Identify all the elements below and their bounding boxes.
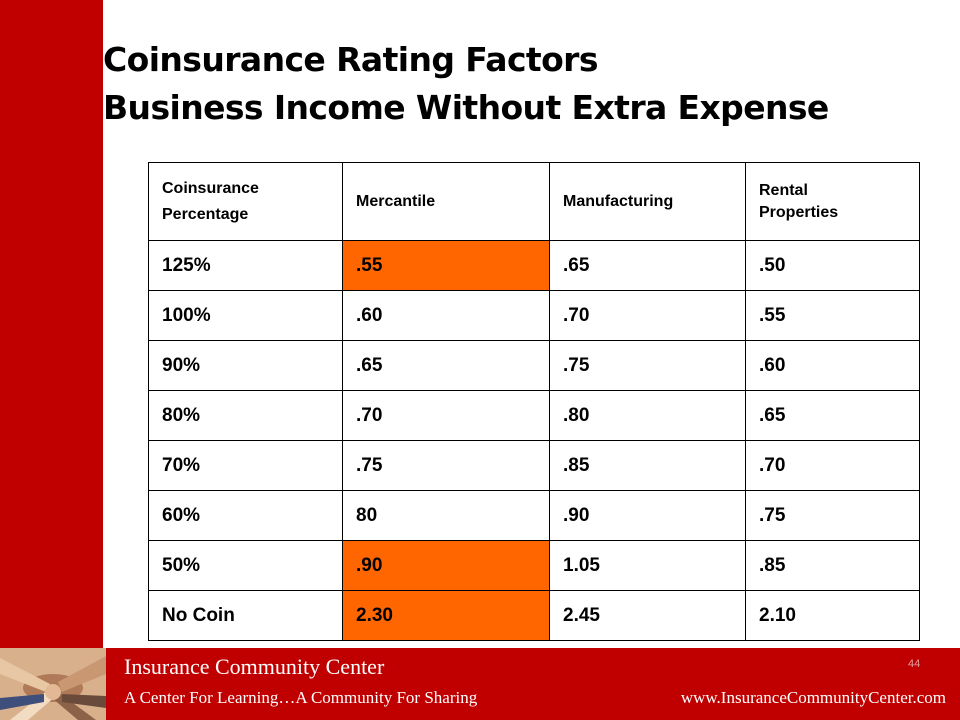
rental-cell: .55: [745, 290, 920, 341]
manufacturing-cell: .75: [549, 340, 746, 391]
mercantile-cell: .70: [342, 390, 550, 441]
header-line: Mercantile: [356, 192, 436, 210]
table-row: 70% .75 .85 .70: [148, 440, 920, 491]
title-line-2: Business Income Without Extra Expense: [103, 88, 829, 127]
header-line: Manufacturing: [563, 192, 674, 210]
mercantile-cell: .55: [342, 240, 550, 291]
row-label: 100%: [148, 290, 343, 341]
rental-cell: .70: [745, 440, 920, 491]
teamwork-hands-icon: [0, 648, 106, 720]
rental-cell: .85: [745, 540, 920, 591]
table-row: 125% .55 .65 .50: [148, 240, 920, 291]
row-label: 125%: [148, 240, 343, 291]
slide-title: Coinsurance Rating Factors Business Inco…: [103, 36, 943, 132]
website-link[interactable]: www.InsuranceCommunityCenter.com: [680, 688, 946, 707]
title-line-1: Coinsurance Rating Factors: [103, 40, 598, 79]
row-label: 90%: [148, 340, 343, 391]
footer-tagline: A Center For Learning…A Community For Sh…: [124, 688, 478, 707]
rental-cell: .65: [745, 390, 920, 441]
header-line: Percentage: [162, 205, 249, 223]
header-line: Properties: [759, 203, 839, 221]
manufacturing-cell: .85: [549, 440, 746, 491]
table-row: 60% 80 .90 .75: [148, 490, 920, 541]
header-rental-properties: Rental Properties: [745, 162, 920, 241]
coinsurance-rating-table: Coinsurance Percentage Mercantile Manufa…: [148, 162, 920, 641]
mercantile-cell: .60: [342, 290, 550, 341]
manufacturing-cell: .65: [549, 240, 746, 291]
row-label: 60%: [148, 490, 343, 541]
organization-name: Insurance Community Center: [124, 654, 385, 679]
rental-cell: .60: [745, 340, 920, 391]
manufacturing-cell: .80: [549, 390, 746, 441]
header-mercantile: Mercantile: [342, 162, 550, 241]
table-row: 80% .70 .80 .65: [148, 390, 920, 441]
header-manufacturing: Manufacturing: [549, 162, 746, 241]
footer-bar: Insurance Community Center A Center For …: [0, 648, 960, 720]
manufacturing-cell: .90: [549, 490, 746, 541]
table-row: No Coin 2.30 2.45 2.10: [148, 590, 920, 641]
row-label: 70%: [148, 440, 343, 491]
table-row: 100% .60 .70 .55: [148, 290, 920, 341]
mercantile-cell: .65: [342, 340, 550, 391]
rental-cell: .50: [745, 240, 920, 291]
header-line: Coinsurance: [162, 179, 259, 197]
rental-cell: .75: [745, 490, 920, 541]
page-number: 44: [908, 658, 921, 670]
row-label: 50%: [148, 540, 343, 591]
mercantile-cell: .90: [342, 540, 550, 591]
mercantile-cell: .75: [342, 440, 550, 491]
header-coinsurance-percentage: Coinsurance Percentage: [148, 162, 343, 241]
header-row: Coinsurance Percentage Mercantile Manufa…: [148, 162, 920, 241]
mercantile-cell: 80: [342, 490, 550, 541]
mercantile-cell: 2.30: [342, 590, 550, 641]
rental-cell: 2.10: [745, 590, 920, 641]
table-row: 90% .65 .75 .60: [148, 340, 920, 391]
manufacturing-cell: 2.45: [549, 590, 746, 641]
manufacturing-cell: .70: [549, 290, 746, 341]
table-row: 50% .90 1.05 .85: [148, 540, 920, 591]
row-label: No Coin: [148, 590, 343, 641]
header-line: Rental: [759, 181, 808, 199]
left-accent-bar: [0, 0, 103, 648]
row-label: 80%: [148, 390, 343, 441]
manufacturing-cell: 1.05: [549, 540, 746, 591]
